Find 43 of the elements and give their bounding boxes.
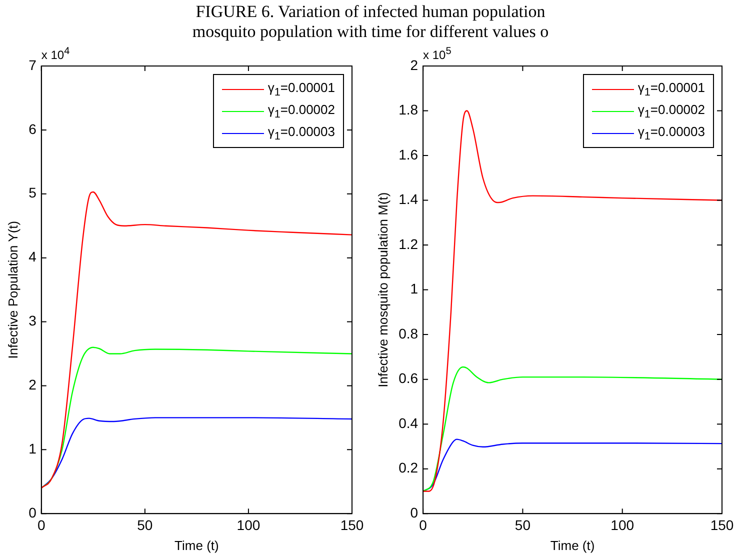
y-tick-label: 1.8 — [398, 102, 418, 118]
y-tick-label: 0.4 — [398, 414, 418, 431]
y-tick-label: 3 — [28, 312, 37, 329]
legend-label: γ$_{1}$=0.00001 — [638, 80, 705, 98]
y-axis-title: Infective mosquito population M(t) — [375, 192, 390, 388]
y-tick-label: 1.6 — [398, 146, 418, 162]
text: x 10$^{5}$ — [423, 46, 452, 62]
legend-label: γ$_{1}$=0.00003 — [638, 124, 705, 142]
x-tick-label: 150 — [340, 516, 364, 533]
y-tick-label: 6 — [28, 120, 37, 137]
x-tick-label: 50 — [514, 516, 531, 533]
text: x 10$^{4}$ — [41, 46, 70, 62]
x-tick-label: 100 — [610, 516, 634, 533]
text: mosquito population with time for different values o — [191, 22, 550, 42]
legend-label: γ$_{1}$=0.00003 — [268, 124, 335, 142]
x-axis-title: Time (t) — [174, 538, 219, 553]
legend-label: γ$_{1}$=0.00001 — [268, 80, 335, 98]
line-series — [41, 191, 352, 489]
x-tick-label: 50 — [137, 516, 153, 533]
y-tick-label: 0.6 — [398, 370, 418, 386]
y-tick-label: 1 — [28, 440, 37, 457]
y-tick-label: 2 — [410, 56, 418, 73]
line-series — [41, 417, 352, 489]
y-axis-title: Infective Population Y(t) — [5, 220, 20, 359]
legend-label: γ$_{1}$=0.00002 — [268, 102, 335, 120]
legend-label: γ$_{1}$=0.00002 — [638, 102, 705, 120]
y-tick-label: 0 — [28, 504, 37, 520]
caption: FIGURE 6. Variation of infected human population — [194, 2, 546, 22]
x-tick-label: 150 — [710, 516, 734, 533]
x-axis-title: Time (t) — [550, 538, 595, 553]
x-tick-label: 100 — [236, 516, 260, 533]
y-tick-label: 4 — [28, 248, 37, 265]
y-tick-label: 0 — [410, 504, 418, 520]
y-tick-label: 0.8 — [398, 325, 418, 342]
line-series — [41, 346, 352, 489]
y-tick-label: 5 — [28, 184, 37, 201]
y-tick-label: 1.2 — [398, 236, 418, 252]
y-tick-label: 7 — [28, 56, 37, 73]
y-tick-label: 1.4 — [398, 191, 418, 208]
line-series — [423, 366, 722, 492]
y-tick-label: 1 — [410, 280, 418, 297]
y-tick-label: 0.2 — [398, 460, 418, 476]
y-tick-label: 2 — [28, 376, 37, 393]
